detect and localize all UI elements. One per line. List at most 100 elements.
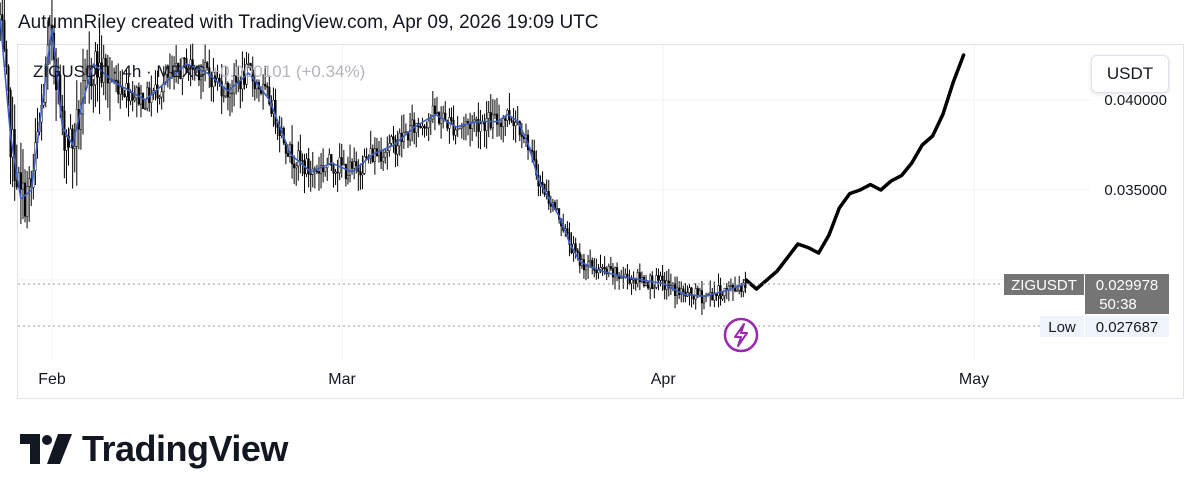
candle-body	[247, 63, 250, 65]
candle-body	[173, 65, 176, 73]
candle-body	[117, 80, 120, 95]
candle-body	[5, 48, 8, 68]
candle-body	[249, 63, 252, 71]
candle-body	[222, 95, 225, 98]
candle-body	[696, 288, 699, 296]
candle-countdown: 50:38	[1099, 296, 1137, 313]
candle-body	[330, 154, 333, 166]
candle-body	[187, 67, 190, 73]
currency-button[interactable]: USDT	[1091, 55, 1169, 93]
candle-body	[495, 113, 499, 125]
candle-body	[334, 171, 337, 174]
candle-body	[493, 113, 496, 116]
candle-body	[744, 282, 747, 288]
candle-body	[423, 125, 426, 129]
candle-body	[156, 84, 159, 99]
projection	[744, 53, 966, 291]
candle-body	[69, 128, 72, 148]
candle-body	[123, 93, 126, 97]
candle-body	[469, 123, 472, 129]
candle-body	[92, 84, 95, 87]
candle-body	[301, 160, 304, 162]
candle-body	[541, 181, 544, 185]
candle-body	[599, 267, 602, 270]
candle-body	[605, 268, 608, 275]
candle-body	[361, 173, 364, 176]
candle-body	[299, 150, 302, 161]
candle-body	[431, 105, 434, 120]
candle-body	[502, 118, 505, 128]
candle-body	[1, 14, 4, 21]
candle-body	[725, 288, 728, 290]
candle-body	[324, 167, 327, 173]
candle-body	[411, 119, 414, 127]
candle-body	[348, 161, 352, 176]
candle-body	[266, 85, 269, 88]
lightning-icon[interactable]	[723, 317, 759, 353]
candle-body	[702, 295, 706, 304]
candle-body	[26, 186, 29, 217]
candle-body	[386, 150, 389, 153]
candle-body	[363, 156, 366, 174]
candle-body	[584, 265, 588, 271]
candle-body	[427, 120, 430, 129]
candle-body	[611, 268, 614, 278]
chart-attribution: AutumnRiley created with TradingView.com…	[18, 12, 599, 33]
candle-body	[742, 282, 745, 292]
candle-body	[483, 121, 486, 131]
candle-body	[141, 93, 145, 110]
candle-body	[317, 171, 321, 174]
candle-body	[404, 131, 407, 134]
chart-panel	[17, 44, 1184, 399]
candle-body	[65, 136, 68, 151]
candle-body	[359, 171, 362, 176]
candle-body	[7, 66, 10, 91]
candle-body	[380, 151, 383, 162]
candle-body	[394, 139, 397, 155]
candle-body	[613, 267, 617, 278]
candle-body	[119, 86, 122, 95]
candle-body	[661, 275, 664, 281]
candle-body	[104, 58, 107, 67]
candle-body	[340, 157, 343, 166]
candle-body	[23, 182, 27, 217]
x-tick-label: Apr	[651, 371, 677, 388]
y-tick-label: 0.040000	[1104, 92, 1167, 109]
candle-body	[336, 171, 339, 174]
candle-body	[421, 125, 424, 129]
candle-body	[425, 127, 428, 130]
candle-body	[574, 243, 577, 251]
candle-body	[168, 72, 171, 78]
candle-body	[409, 125, 412, 141]
candle-body	[533, 151, 536, 161]
candle-body	[582, 259, 585, 271]
price-label-symbol: ZIGUSDT	[1011, 277, 1077, 294]
candle-body	[671, 283, 675, 286]
low-label: Low	[1048, 319, 1076, 336]
candle-body	[433, 105, 436, 114]
candle-body	[487, 112, 490, 119]
tradingview-logo[interactable]: TradingView	[20, 428, 288, 470]
candle-body	[162, 82, 165, 93]
candle-body	[609, 266, 612, 269]
candle-body	[94, 51, 97, 85]
candle-body	[309, 173, 312, 176]
candle-body	[446, 120, 449, 129]
ma-line	[0, 18, 746, 297]
x-tick-label: Feb	[38, 371, 66, 388]
candle-body	[636, 272, 639, 284]
candle-body	[268, 86, 271, 105]
candle-body	[332, 165, 335, 174]
candle-body	[595, 270, 598, 274]
candle-body	[295, 165, 298, 169]
candle-body	[28, 178, 31, 187]
price-label-value: 0.029978	[1096, 277, 1159, 294]
candle-body	[504, 118, 507, 121]
candle-body	[510, 119, 513, 122]
candle-body	[322, 165, 325, 173]
symbol-legend: ZIGUSDT · 4h · MEXC +0.000101 (+0.34%)	[33, 62, 365, 82]
candle-body	[305, 158, 308, 175]
candle-body	[86, 68, 89, 75]
candle-body	[235, 75, 238, 83]
